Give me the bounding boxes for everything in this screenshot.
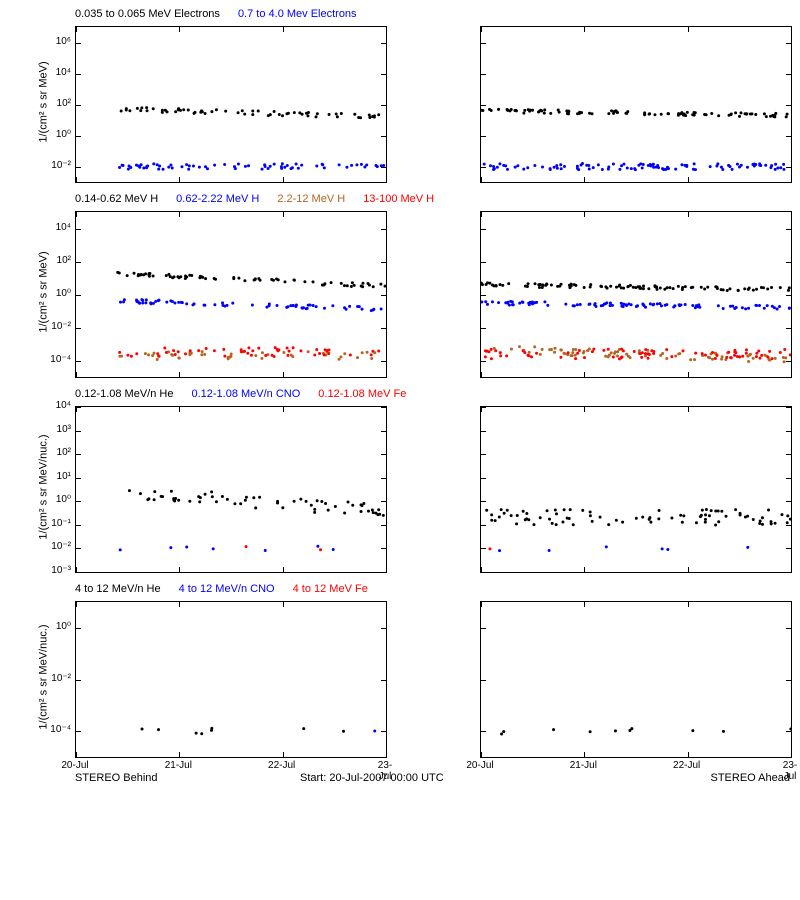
chart-panel-0-0: 1/(cm² s sr MeV)10⁻²10⁰10²10⁴10⁶ [75, 26, 385, 181]
x-tick-label: 21-Jul [165, 760, 192, 771]
y-tick-label: 10⁻² [51, 673, 71, 684]
scatter-svg [76, 602, 386, 757]
y-tick-label: 10⁴ [56, 400, 71, 411]
plot-area [480, 406, 792, 573]
chart-panel-3-0: 1/(cm² s sr MeV/nuc.)10⁻⁴10⁻²10⁰20-Jul21… [75, 601, 385, 756]
chart-panel-3-1: 20-Jul21-Jul22-Jul23-Jul [480, 601, 790, 756]
legend-row-1: 0.14-0.62 MeV H 0.62-2.22 MeV H 2.2-12 MeV… [0, 193, 434, 205]
legend-item: 0.14-0.62 MeV H [75, 193, 158, 205]
plot-area [480, 601, 792, 758]
y-tick-label: 10⁰ [56, 129, 71, 140]
y-tick-label: 10¹ [57, 471, 71, 482]
scatter-svg [76, 407, 386, 572]
legend-item: 4 to 12 MeV/n He [75, 583, 161, 595]
figure-container: 0.035 to 0.065 MeV Electrons 0.7 to 4.0 M… [0, 0, 800, 900]
legend-item: 0.12-1.08 MeV/n He [75, 388, 173, 400]
legend-item: 0.62-2.22 MeV H [176, 193, 259, 205]
legend-item: 4 to 12 MeV/n CNO [179, 583, 275, 595]
y-tick-label: 10⁻⁴ [50, 354, 71, 365]
legend-item: 0.7 to 4.0 Mev Electrons [238, 8, 357, 20]
y-tick-label: 10⁴ [56, 222, 71, 233]
x-tick-label: 20-Jul [466, 760, 493, 771]
legend-row-2: 0.12-1.08 MeV/n He 0.12-1.08 MeV/n CNO 0.1… [0, 388, 406, 400]
x-tick-label: 21-Jul [570, 760, 597, 771]
plot-area [75, 211, 387, 378]
scatter-svg [76, 27, 386, 182]
y-tick-label: 10⁻² [51, 160, 71, 171]
plot-area [480, 211, 792, 378]
y-tick-label: 10⁰ [56, 494, 71, 505]
y-axis-label: 1/(cm² s sr MeV) [37, 209, 49, 374]
y-tick-label: 10² [57, 447, 71, 458]
scatter-svg [76, 212, 386, 377]
y-tick-label: 10⁻⁴ [50, 724, 71, 735]
scatter-svg [481, 407, 791, 572]
legend-item: 0.12-1.08 MeV/n CNO [191, 388, 300, 400]
plot-area [75, 601, 387, 758]
legend-item: 2.2-12 MeV H [277, 193, 345, 205]
legend-item: 13-100 MeV H [363, 193, 434, 205]
chart-panel-2-1 [480, 406, 790, 571]
y-tick-label: 10⁰ [56, 288, 71, 299]
y-tick-label: 10⁴ [56, 67, 71, 78]
chart-panel-1-1 [480, 211, 790, 376]
y-tick-label: 10⁻³ [51, 565, 71, 576]
y-tick-label: 10⁻² [51, 541, 71, 552]
chart-panel-1-0: 1/(cm² s sr MeV)10⁻⁴10⁻²10⁰10²10⁴ [75, 211, 385, 376]
plot-area [75, 406, 387, 573]
scatter-svg [481, 602, 791, 757]
x-tick-label: 22-Jul [268, 760, 295, 771]
y-tick-label: 10³ [57, 424, 71, 435]
chart-panel-2-0: 1/(cm² s sr MeV/nuc.)10⁻³10⁻²10⁻¹10⁰10¹1… [75, 406, 385, 571]
plot-area [75, 26, 387, 183]
y-tick-label: 10² [57, 98, 71, 109]
y-tick-label: 10⁻² [51, 321, 71, 332]
footer-left-label: STEREO Behind [75, 772, 158, 784]
legend-row-3: 4 to 12 MeV/n He 4 to 12 MeV/n CNO 4 to 12… [0, 583, 368, 595]
y-axis-label: 1/(cm² s sr MeV/nuc.) [37, 404, 49, 569]
footer-right-label: STEREO Ahead [711, 772, 791, 784]
y-axis-label: 1/(cm² s sr MeV/nuc.) [37, 599, 49, 754]
y-tick-label: 10⁶ [56, 36, 71, 47]
x-tick-label: 22-Jul [673, 760, 700, 771]
legend-item: 4 to 12 MeV Fe [293, 583, 368, 595]
legend-row-0: 0.035 to 0.065 MeV Electrons 0.7 to 4.0 M… [0, 8, 357, 20]
footer-center-label: Start: 20-Jul-2007 00:00 UTC [300, 772, 444, 784]
plot-area [480, 26, 792, 183]
y-axis-label: 1/(cm² s sr MeV) [37, 24, 49, 179]
chart-panel-0-1 [480, 26, 790, 181]
legend-item: 0.035 to 0.065 MeV Electrons [75, 8, 220, 20]
legend-item: 0.12-1.08 MeV Fe [318, 388, 406, 400]
scatter-svg [481, 212, 791, 377]
y-tick-label: 10⁻¹ [51, 518, 71, 529]
scatter-svg [481, 27, 791, 182]
y-tick-label: 10² [57, 255, 71, 266]
x-tick-label: 20-Jul [61, 760, 88, 771]
y-tick-label: 10⁰ [56, 621, 71, 632]
